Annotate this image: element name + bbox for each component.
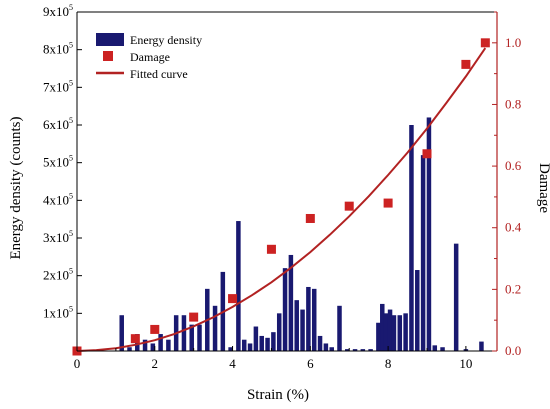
bar: [265, 337, 270, 351]
y-left-tick-label: 2x105: [43, 267, 73, 283]
damage-point: [130, 334, 140, 344]
y-left-tick-label: 5x105: [43, 154, 73, 170]
fitted-curve-line: [76, 47, 487, 352]
bar: [329, 347, 334, 351]
x-tick-label: 8: [385, 356, 392, 371]
legend: Energy density Damage Fitted curve: [96, 33, 202, 81]
bar: [426, 117, 432, 351]
bar: [380, 303, 385, 351]
y-left-tick-label: 3x105: [43, 229, 73, 245]
bar: [166, 339, 171, 351]
bar: [189, 324, 194, 351]
x-tick-label: 6: [307, 356, 314, 371]
bar: [253, 326, 259, 351]
damage-point: [228, 294, 238, 304]
bar: [420, 155, 426, 351]
damage-point: [480, 38, 490, 48]
y-right-tick-label: 1.0: [505, 35, 521, 50]
bar: [150, 343, 156, 351]
bar: [415, 270, 420, 351]
damage-point: [422, 149, 432, 159]
damage-point: [150, 324, 160, 334]
bar: [119, 315, 124, 351]
damage-point: [461, 59, 471, 69]
bar: [440, 347, 445, 351]
bar: [228, 347, 233, 351]
bar: [197, 324, 202, 351]
x-tick-label: 10: [459, 356, 472, 371]
bar: [368, 349, 373, 351]
bar: [276, 313, 282, 351]
legend-label-fitted-curve: Fitted curve: [130, 67, 188, 81]
damage-point: [189, 312, 199, 322]
axes: 0 2 4 6 8 10 1x105 2x105 3x105 4x105 5x105 6x105 7x1…: [43, 3, 522, 371]
bar: [383, 313, 389, 351]
y-left-tick-label: 4x105: [43, 191, 73, 207]
bar: [259, 335, 264, 351]
bar: [282, 268, 288, 351]
bar: [387, 309, 393, 351]
y-right-tick-label: 0.2: [505, 281, 521, 296]
y-axis-title-right: Damage: [536, 163, 550, 213]
y-right-tick-label: 0.6: [505, 158, 522, 173]
bar: [288, 254, 294, 351]
x-tick-label: 0: [74, 356, 81, 371]
y-right-tick-label: 0.8: [505, 96, 521, 111]
bar: [247, 343, 253, 351]
y-left-tick-label: 6x105: [43, 116, 73, 132]
damage-point: [266, 244, 276, 254]
bar: [360, 349, 366, 351]
x-tick-label: 4: [229, 356, 236, 371]
bar: [453, 243, 459, 351]
y-left-tick-label: 9x105: [43, 3, 73, 19]
bar: [311, 288, 317, 351]
bar: [236, 221, 241, 351]
y-left-tick-label: 8x105: [43, 41, 73, 57]
y-axis-title-left: Energy density (counts): [8, 116, 24, 259]
bar: [397, 315, 403, 351]
y-right-tick-label: 0.0: [505, 343, 521, 358]
damage-point: [383, 198, 393, 208]
x-tick-label: 2: [152, 356, 159, 371]
y-right-tick-label: 0.4: [505, 220, 522, 235]
bar: [337, 305, 342, 351]
bar: [345, 349, 350, 351]
x-axis-title: Strain (%): [247, 387, 309, 403]
bar: [376, 322, 381, 351]
bar: [403, 313, 408, 351]
bar: [323, 343, 329, 351]
bar: [158, 334, 163, 351]
bar: [271, 332, 276, 351]
legend-label-damage: Damage: [130, 50, 170, 64]
bar: [241, 339, 247, 351]
bar: [479, 341, 484, 351]
damage-point: [344, 201, 354, 211]
bar: [142, 339, 148, 351]
bar: [409, 125, 414, 351]
damage-point: [305, 213, 315, 223]
bar: [181, 315, 187, 351]
legend-label-energy-density: Energy density: [130, 33, 202, 47]
bar: [212, 305, 218, 351]
bar: [391, 315, 397, 351]
bar: [432, 345, 438, 351]
bar: [294, 300, 299, 351]
bar: [306, 286, 311, 351]
bar: [352, 349, 358, 351]
y-left-tick-label: 7x105: [43, 78, 73, 94]
bar: [127, 347, 132, 351]
bar: [317, 335, 323, 351]
bar: [300, 309, 305, 351]
y-left-tick-label: 1x105: [43, 304, 73, 320]
legend-swatch-damage: [103, 51, 113, 61]
fitted-curve: [76, 47, 487, 352]
legend-swatch-energy-density: [96, 33, 124, 46]
